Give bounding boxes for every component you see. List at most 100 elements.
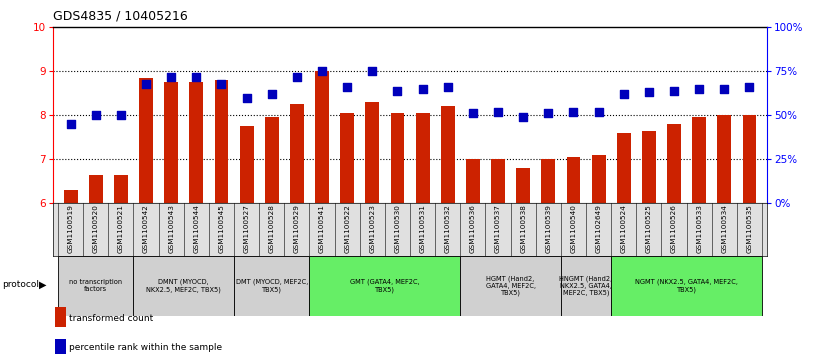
Bar (114, 175, 128, 203)
Point (491, 109, 504, 115)
Text: GSM1100536: GSM1100536 (470, 204, 476, 253)
Text: GSM1100543: GSM1100543 (168, 204, 174, 253)
Bar (460, 256, 561, 316)
Text: GSM1100530: GSM1100530 (394, 204, 401, 253)
Text: GMT (GATA4, MEF2C,
TBX5): GMT (GATA4, MEF2C, TBX5) (350, 279, 419, 293)
Text: GSM1100541: GSM1100541 (319, 204, 325, 253)
Text: GSM1100544: GSM1100544 (193, 204, 199, 253)
Point (340, 84, 353, 90)
Bar (441, 106, 455, 203)
Text: GSM1100525: GSM1100525 (646, 204, 652, 253)
Point (567, 109, 580, 115)
Bar (541, 159, 555, 203)
Bar (340, 113, 354, 203)
Point (743, 84, 756, 90)
Point (114, 113, 127, 118)
Point (240, 95, 253, 101)
Bar (64, 190, 78, 203)
Point (416, 86, 429, 92)
Bar (315, 71, 329, 203)
Point (215, 81, 228, 86)
Point (190, 74, 203, 79)
Bar (215, 80, 228, 203)
Bar (240, 126, 254, 203)
Text: GSM1100519: GSM1100519 (68, 204, 73, 253)
Text: HGMT (Hand2,
GATA4, MEF2C,
TBX5): HGMT (Hand2, GATA4, MEF2C, TBX5) (486, 276, 535, 296)
Point (718, 86, 731, 92)
Text: GSM1102649: GSM1102649 (596, 204, 601, 253)
Point (667, 88, 681, 94)
Bar (391, 113, 405, 203)
Text: GSM1100531: GSM1100531 (419, 204, 426, 253)
Bar (164, 82, 178, 203)
Bar (743, 115, 756, 203)
Point (316, 68, 329, 74)
Text: GSM1100524: GSM1100524 (621, 204, 627, 253)
Bar (309, 256, 460, 316)
Text: DMT (MYOCD, MEF2C,
TBX5): DMT (MYOCD, MEF2C, TBX5) (236, 279, 308, 293)
Bar (140, 78, 153, 203)
Text: transformed count: transformed count (69, 314, 153, 323)
Point (592, 109, 605, 115)
Point (64, 121, 78, 127)
Bar (366, 102, 379, 203)
Point (441, 84, 455, 90)
Bar (667, 124, 681, 203)
Bar (611, 256, 762, 316)
Point (366, 68, 379, 74)
Bar (491, 159, 505, 203)
Text: GSM1100526: GSM1100526 (671, 204, 677, 253)
Text: GSM1100520: GSM1100520 (93, 204, 99, 253)
Text: GSM1100534: GSM1100534 (721, 204, 727, 253)
Text: ▶: ▶ (39, 280, 47, 290)
Text: percentile rank within the sample: percentile rank within the sample (69, 343, 222, 352)
Text: GSM1100523: GSM1100523 (370, 204, 375, 253)
Text: GSM1100537: GSM1100537 (495, 204, 501, 253)
Point (467, 111, 480, 117)
Text: protocol: protocol (2, 281, 38, 289)
Bar (566, 157, 580, 203)
Point (517, 114, 530, 120)
Bar (617, 133, 631, 203)
Text: GSM1100528: GSM1100528 (268, 204, 275, 253)
Text: GSM1100529: GSM1100529 (294, 204, 300, 253)
Bar (561, 256, 611, 316)
Text: HNGMT (Hand2,
NKX2.5, GATA4,
MEF2C, TBX5): HNGMT (Hand2, NKX2.5, GATA4, MEF2C, TBX5… (560, 276, 613, 296)
Bar (692, 118, 706, 203)
Point (617, 91, 630, 97)
Text: GSM1100533: GSM1100533 (696, 204, 702, 253)
Point (391, 88, 404, 94)
Text: GSM1100522: GSM1100522 (344, 204, 350, 253)
Text: GSM1100532: GSM1100532 (445, 204, 450, 253)
Bar (189, 82, 203, 203)
Point (693, 86, 706, 92)
Bar (415, 113, 429, 203)
Bar (717, 115, 731, 203)
Text: no transcription
factors: no transcription factors (69, 280, 122, 292)
Bar (234, 256, 309, 316)
Text: GSM1100521: GSM1100521 (118, 204, 124, 253)
Text: GSM1100538: GSM1100538 (520, 204, 526, 253)
Bar (290, 104, 304, 203)
Point (265, 91, 278, 97)
Text: GSM1100539: GSM1100539 (545, 204, 552, 253)
Text: GSM1100542: GSM1100542 (143, 204, 149, 253)
Text: GSM1100527: GSM1100527 (244, 204, 250, 253)
Text: GSM1100540: GSM1100540 (570, 204, 576, 253)
Point (642, 89, 655, 95)
Point (89, 113, 102, 118)
Text: GSM1100545: GSM1100545 (219, 204, 224, 253)
Point (165, 74, 178, 79)
Bar (89, 175, 103, 203)
Bar (466, 159, 480, 203)
Bar (58, 256, 134, 316)
Bar (517, 168, 530, 203)
Text: DMNT (MYOCD,
NKX2.5, MEF2C, TBX5): DMNT (MYOCD, NKX2.5, MEF2C, TBX5) (146, 279, 221, 293)
Bar (642, 131, 656, 203)
Point (140, 81, 153, 86)
Bar (265, 118, 279, 203)
Text: NGMT (NKX2.5, GATA4, MEF2C,
TBX5): NGMT (NKX2.5, GATA4, MEF2C, TBX5) (635, 279, 738, 293)
Point (542, 111, 555, 117)
Bar (134, 256, 234, 316)
Point (290, 74, 304, 79)
